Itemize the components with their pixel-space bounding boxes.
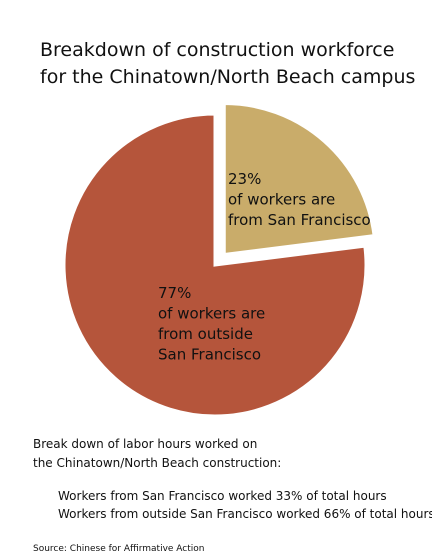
note-line: Workers from outside San Francisco worke… bbox=[58, 507, 432, 521]
note-heading: Break down of labor hours worked on bbox=[33, 437, 257, 451]
slice-value-label: 23% bbox=[228, 170, 261, 188]
chart-title: for the Chinatown/North Beach campus bbox=[40, 66, 415, 88]
chart-title: Breakdown of construction workforce bbox=[40, 39, 394, 61]
slice-value-label: 77% bbox=[158, 284, 191, 302]
pie-slice bbox=[222, 101, 376, 257]
pie bbox=[62, 101, 376, 418]
note-heading: the Chinatown/North Beach construction: bbox=[33, 456, 281, 470]
slice-label: from San Francisco bbox=[228, 211, 371, 229]
slice-label: of workers are bbox=[228, 191, 335, 209]
source: Source: Chinese for Affirmative Action bbox=[33, 544, 204, 554]
slice-label: San Francisco bbox=[158, 346, 261, 364]
slice-label: of workers are bbox=[158, 305, 265, 323]
slice-label: from outside bbox=[158, 325, 253, 343]
note-line: Workers from San Francisco worked 33% of… bbox=[58, 489, 387, 503]
pie-slice bbox=[62, 112, 368, 418]
